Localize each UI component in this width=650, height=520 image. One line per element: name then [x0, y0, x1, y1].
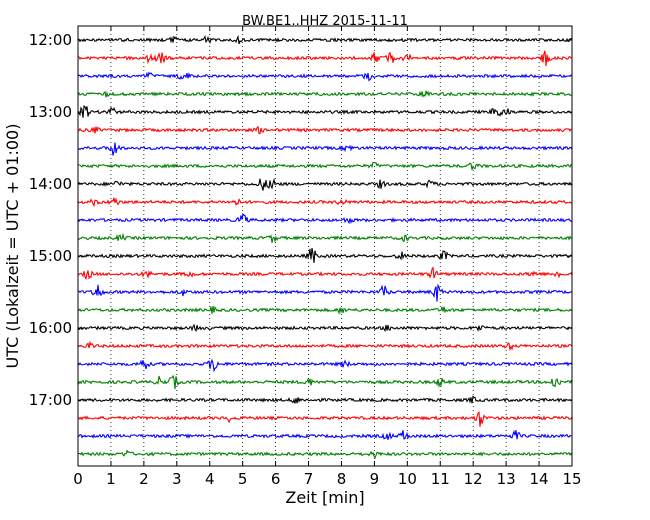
trace-1615 — [77, 340, 573, 352]
x-tick-label: 10 — [398, 470, 417, 488]
x-tick-label: 14 — [530, 470, 549, 488]
y-axis-label: UTC (Lokalzeit = UTC + 01:00) — [3, 124, 22, 369]
x-tick-label: 0 — [73, 470, 83, 488]
x-tick-label: 5 — [238, 470, 248, 488]
seismic-traces — [77, 34, 573, 460]
trace-1230 — [77, 71, 573, 82]
trace-1345 — [77, 161, 573, 170]
trace-1200 — [77, 34, 573, 45]
x-axis-label: Zeit [min] — [285, 488, 364, 507]
x-axis: 0 1 2 3 4 5 6 7 8 9 10 11 12 13 14 15 — [73, 26, 582, 488]
y-tick-label: 17:00 — [29, 391, 72, 409]
x-tick-label: 2 — [139, 470, 149, 488]
x-tick-label: 13 — [497, 470, 516, 488]
x-tick-label: 9 — [370, 470, 380, 488]
y-tick-label: 13:00 — [29, 103, 72, 121]
x-tick-label: 1 — [106, 470, 116, 488]
trace-1645 — [77, 374, 573, 390]
trace-1745 — [77, 449, 573, 460]
x-tick-label: 7 — [304, 470, 314, 488]
trace-1600 — [77, 323, 573, 333]
trace-1415 — [77, 197, 573, 208]
trace-1445 — [77, 232, 573, 244]
trace-1730 — [77, 429, 573, 440]
y-tick-label: 12:00 — [29, 31, 72, 49]
trace-1630 — [77, 358, 573, 373]
trace-1530 — [77, 283, 573, 302]
trace-1545 — [77, 305, 573, 315]
trace-1430 — [77, 212, 573, 225]
trace-1400 — [77, 177, 573, 191]
y-tick-label: 15:00 — [29, 247, 72, 265]
trace-1500 — [77, 247, 573, 263]
trace-1215 — [77, 50, 573, 67]
x-tick-label: 6 — [271, 470, 281, 488]
x-tick-label: 4 — [205, 470, 215, 488]
trace-1300 — [77, 105, 573, 118]
trace-1315 — [77, 125, 573, 135]
trace-1515 — [77, 266, 573, 280]
x-tick-label: 12 — [464, 470, 483, 488]
trace-1715 — [77, 411, 573, 427]
trace-1700 — [77, 395, 573, 404]
plot-frame — [77, 25, 573, 467]
y-tick-label: 16:00 — [29, 319, 72, 337]
chart-title: BW.BE1..HHZ 2015-11-11 — [242, 14, 408, 29]
x-tick-label: 3 — [172, 470, 182, 488]
grid-lines — [110, 26, 540, 466]
y-axis: 12:00 13:00 14:00 15:00 16:00 17:00 — [29, 31, 572, 409]
x-tick-label: 11 — [431, 470, 450, 488]
y-tick-label: 14:00 — [29, 175, 72, 193]
trace-1330 — [77, 142, 573, 156]
trace-1245 — [77, 90, 573, 98]
x-tick-label: 15 — [562, 470, 581, 488]
x-tick-label: 8 — [337, 470, 347, 488]
